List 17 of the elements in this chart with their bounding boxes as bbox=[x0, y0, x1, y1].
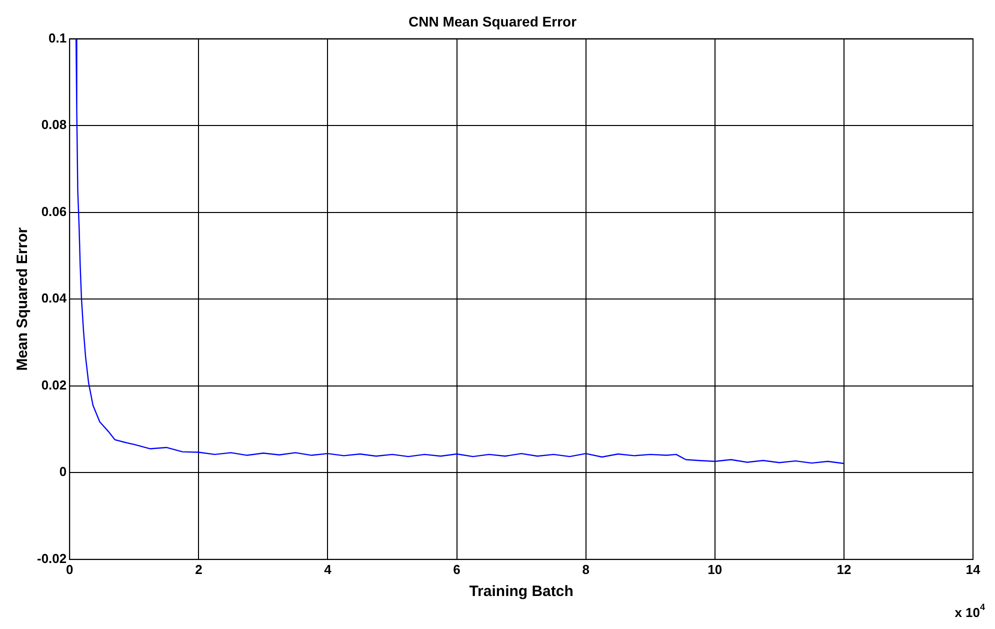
y-tick-label: 0.1 bbox=[48, 30, 67, 46]
x-tick-label: 8 bbox=[582, 562, 590, 577]
y-axis-title: Mean Squared Error bbox=[14, 227, 32, 371]
x-tick-label: 12 bbox=[836, 562, 852, 577]
chart-title: CNN Mean Squared Error bbox=[408, 13, 578, 30]
y-tick-label: -0.02 bbox=[36, 550, 67, 566]
y-tick-label: 0.08 bbox=[41, 117, 67, 132]
y-tick-label: 0.04 bbox=[41, 290, 68, 306]
x-tick-label: 6 bbox=[453, 562, 460, 577]
y-tick-label: 0.02 bbox=[41, 377, 67, 392]
x-tick-label: 4 bbox=[324, 562, 332, 577]
y-tick-label: 0.06 bbox=[41, 204, 67, 219]
x-axis-title: Training Batch bbox=[469, 583, 574, 600]
x-tick-label: 14 bbox=[966, 562, 981, 577]
x-tick-label: 10 bbox=[708, 562, 722, 577]
y-tick-label: 0 bbox=[59, 464, 67, 480]
x-tick-label: 2 bbox=[195, 562, 202, 577]
